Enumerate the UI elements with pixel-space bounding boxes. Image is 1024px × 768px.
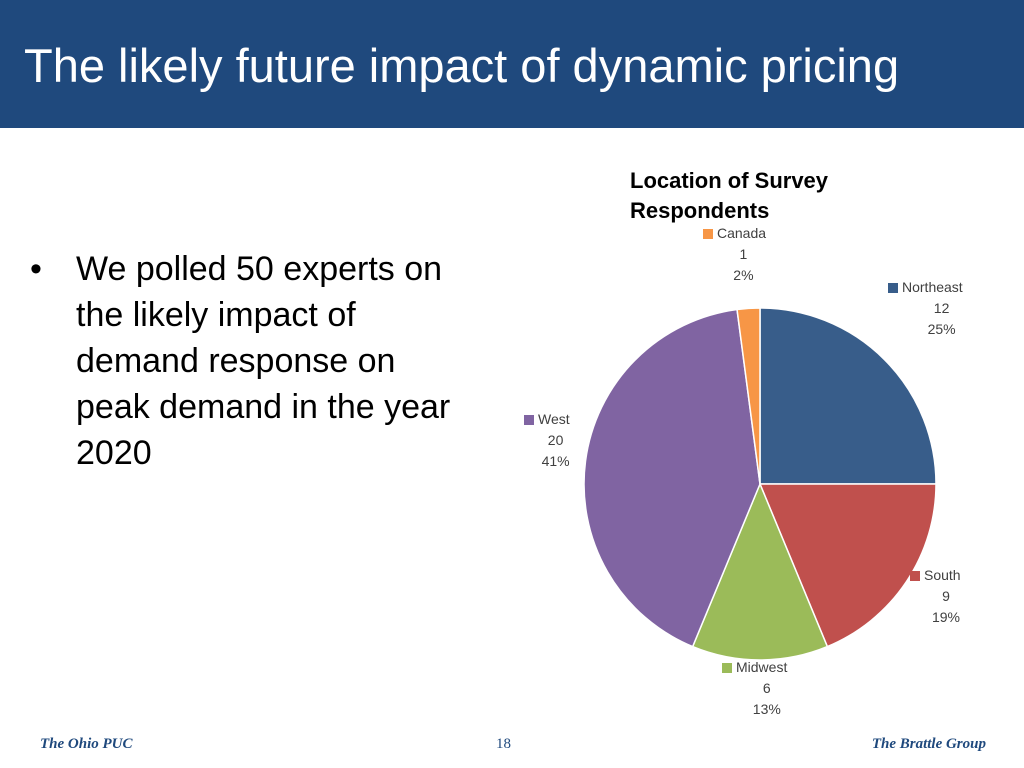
bullet-symbol: •: [30, 250, 42, 288]
slice-value: 12: [934, 300, 950, 316]
slice-percent: 13%: [753, 701, 781, 717]
footer-org: The Ohio PUC: [40, 736, 133, 752]
pie-label-west: West 20 41%: [524, 411, 570, 469]
slice-name: West: [538, 411, 570, 427]
slice-percent: 41%: [542, 453, 570, 469]
pie-label-midwest: Midwest 6 13%: [722, 659, 787, 717]
title-bar: The likely future impact of dynamic pric…: [0, 0, 1024, 128]
pie-slice-midwest: [691, 482, 829, 661]
pie-label-canada: Canada 1 2%: [703, 225, 766, 283]
pie-slice-canada: [736, 307, 761, 485]
slide-title: The likely future impact of dynamic pric…: [24, 39, 900, 92]
legend-swatch: [888, 283, 898, 293]
slice-percent: 19%: [932, 609, 960, 625]
legend-swatch: [703, 229, 713, 239]
pie-label-south: South 9 19%: [910, 567, 961, 625]
slice-value: 6: [763, 680, 771, 696]
slice-name: Midwest: [736, 659, 787, 675]
slice-percent: 2%: [733, 267, 753, 283]
slice-value: 9: [942, 588, 950, 604]
page-number: 18: [496, 736, 511, 752]
slice-name: Northeast: [902, 279, 963, 295]
slice-name: South: [924, 567, 961, 583]
pie-slice-northeast: [759, 307, 937, 485]
slice-value: 1: [740, 246, 748, 262]
pie-slice-south: [758, 483, 937, 648]
chart-title: Location of Survey Respondents: [630, 168, 829, 223]
bullet-text: We polled 50 experts on the likely impac…: [76, 250, 451, 472]
bullet-list: • We polled 50 experts on the likely imp…: [30, 246, 470, 476]
legend-swatch: [524, 415, 534, 425]
slice-percent: 25%: [928, 321, 956, 337]
legend-swatch: [910, 571, 920, 581]
slice-value: 20: [548, 432, 564, 448]
pie-slice-west: [583, 308, 761, 648]
pie-label-northeast: Northeast 12 25%: [888, 279, 963, 337]
slice-name: Canada: [717, 225, 766, 241]
legend-swatch: [722, 663, 732, 673]
footer-company: The Brattle Group: [871, 736, 986, 752]
